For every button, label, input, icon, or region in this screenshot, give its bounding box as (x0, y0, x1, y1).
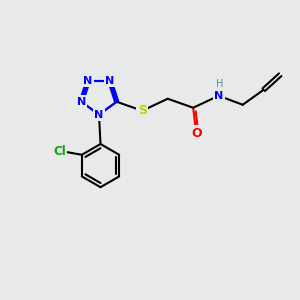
Text: N: N (105, 76, 115, 86)
Text: H: H (216, 79, 224, 89)
Text: N: N (94, 110, 103, 120)
Text: N: N (77, 97, 86, 107)
Text: O: O (191, 127, 202, 140)
Text: Cl: Cl (53, 145, 66, 158)
Text: N: N (214, 91, 223, 101)
Text: S: S (138, 104, 147, 117)
Text: N: N (83, 76, 93, 86)
